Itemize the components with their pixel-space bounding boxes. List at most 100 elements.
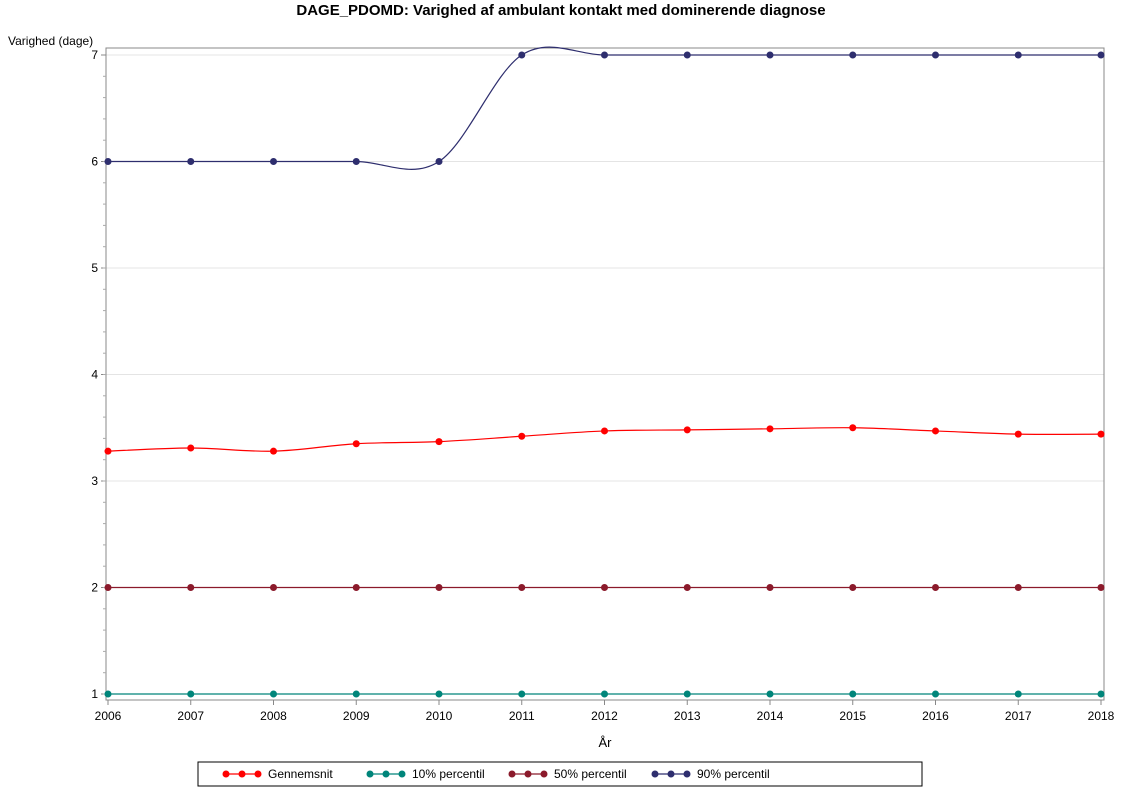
data-point bbox=[518, 432, 526, 440]
data-point bbox=[104, 584, 112, 591]
data-point bbox=[1097, 584, 1105, 591]
legend-marker bbox=[508, 770, 516, 778]
data-point bbox=[187, 584, 195, 591]
data-point bbox=[518, 690, 526, 698]
chart-title: DAGE_PDOMD: Varighed af ambulant kontakt… bbox=[296, 2, 825, 19]
data-point bbox=[601, 690, 608, 698]
data-point bbox=[270, 447, 277, 455]
data-point bbox=[683, 690, 691, 698]
y-tick-label: 3 bbox=[91, 474, 98, 488]
data-point bbox=[1014, 51, 1022, 59]
data-point bbox=[518, 584, 526, 591]
data-point bbox=[849, 584, 857, 591]
legend-marker bbox=[366, 770, 374, 778]
legend-marker bbox=[398, 770, 406, 778]
legend-label: 10% percentil bbox=[412, 767, 485, 781]
data-point bbox=[352, 584, 360, 591]
x-tick-label: 2008 bbox=[260, 709, 287, 723]
data-point bbox=[1014, 430, 1022, 438]
series-50-percentil bbox=[104, 584, 1105, 591]
data-point bbox=[518, 51, 526, 59]
y-tick-label: 2 bbox=[91, 581, 98, 595]
y-tick-label: 6 bbox=[91, 155, 98, 169]
data-point bbox=[849, 51, 857, 59]
data-point bbox=[1014, 584, 1022, 591]
x-tick-label: 2006 bbox=[95, 709, 122, 723]
data-point bbox=[766, 51, 774, 59]
series-line-90-percentil bbox=[108, 46, 1101, 170]
data-point bbox=[766, 425, 774, 433]
data-point bbox=[601, 427, 608, 435]
data-point bbox=[435, 690, 443, 698]
series-10-percentil bbox=[104, 690, 1105, 698]
data-point bbox=[435, 158, 443, 165]
legend-item-50-percentil: 50% percentil bbox=[508, 767, 627, 781]
data-point bbox=[352, 440, 360, 448]
data-point bbox=[1097, 430, 1105, 438]
data-point bbox=[601, 51, 608, 59]
data-point bbox=[270, 584, 277, 591]
legend-frame bbox=[197, 761, 923, 787]
legend-label: Gennemsnit bbox=[268, 767, 333, 781]
x-tick-label: 2009 bbox=[343, 709, 370, 723]
legend-marker bbox=[524, 770, 532, 778]
x-tick-label: 2014 bbox=[757, 709, 784, 723]
data-point bbox=[187, 444, 195, 452]
data-point bbox=[435, 438, 443, 446]
y-tick-label: 4 bbox=[91, 368, 98, 382]
legend-marker bbox=[651, 770, 659, 778]
data-point bbox=[352, 158, 360, 165]
data-point bbox=[766, 584, 774, 591]
series-gennemsnit bbox=[104, 424, 1105, 455]
x-tick-label: 2017 bbox=[1005, 709, 1032, 723]
y-axis-label: Varighed (dage) bbox=[8, 34, 93, 48]
data-point bbox=[849, 690, 857, 698]
x-tick-label: 2016 bbox=[922, 709, 949, 723]
data-point bbox=[1097, 51, 1105, 59]
x-tick-label: 2007 bbox=[177, 709, 204, 723]
data-point bbox=[270, 158, 277, 165]
data-point bbox=[932, 51, 939, 59]
data-point bbox=[766, 690, 774, 698]
legend-marker bbox=[222, 770, 230, 778]
legend-label: 50% percentil bbox=[554, 767, 627, 781]
series-90-percentil bbox=[104, 46, 1105, 170]
data-point bbox=[270, 690, 277, 698]
legend-marker bbox=[683, 770, 691, 778]
legend-item-gennemsnit: Gennemsnit bbox=[222, 767, 333, 781]
x-tick-label: 2013 bbox=[674, 709, 701, 723]
x-tick-label: 2012 bbox=[591, 709, 618, 723]
data-point bbox=[187, 690, 195, 698]
legend: Gennemsnit 10% percentil 50% percentil 90% … bbox=[197, 761, 923, 787]
legend-marker bbox=[238, 770, 246, 778]
data-point bbox=[849, 424, 857, 432]
y-tick-label: 5 bbox=[91, 261, 98, 275]
x-tick-label: 2010 bbox=[426, 709, 453, 723]
data-point bbox=[352, 690, 360, 698]
data-point bbox=[683, 584, 691, 591]
data-point bbox=[187, 158, 195, 165]
data-point bbox=[932, 427, 939, 435]
y-tick-label: 7 bbox=[91, 48, 98, 62]
data-point bbox=[683, 51, 691, 59]
legend-item-10-percentil: 10% percentil bbox=[366, 767, 485, 781]
data-point bbox=[1014, 690, 1022, 698]
legend-item-90-percentil: 90% percentil bbox=[651, 767, 770, 781]
y-tick-label: 1 bbox=[91, 687, 98, 701]
x-tick-label: 2015 bbox=[839, 709, 866, 723]
data-point bbox=[104, 690, 112, 698]
data-point bbox=[601, 584, 608, 591]
legend-marker bbox=[382, 770, 390, 778]
data-point bbox=[683, 426, 691, 434]
legend-marker bbox=[254, 770, 262, 778]
data-point bbox=[104, 158, 112, 165]
legend-label: 90% percentil bbox=[697, 767, 770, 781]
data-point bbox=[1097, 690, 1105, 698]
x-tick-label: 2018 bbox=[1088, 709, 1115, 723]
data-point bbox=[435, 584, 443, 591]
x-tick-label: 2011 bbox=[509, 709, 535, 723]
data-point bbox=[932, 584, 939, 591]
data-point bbox=[104, 447, 112, 455]
